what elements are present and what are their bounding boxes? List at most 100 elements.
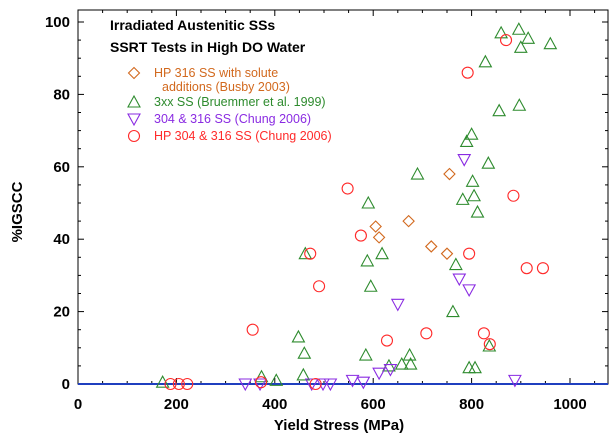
data-point-triangle-down bbox=[356, 376, 371, 390]
data-point-triangle-up bbox=[481, 156, 496, 169]
data-point-triangle-down bbox=[345, 374, 360, 388]
data-point-circle bbox=[313, 280, 326, 293]
data-point-triangle-up bbox=[470, 204, 485, 218]
data-point-triangle-down bbox=[507, 374, 522, 388]
x-tick-label: 200 bbox=[164, 396, 189, 413]
legend-marker-diamond bbox=[127, 66, 141, 80]
data-point-triangle-up bbox=[358, 347, 373, 361]
data-point-triangle-down bbox=[323, 378, 338, 392]
data-point-triangle-up bbox=[482, 338, 497, 352]
data-point-triangle-up bbox=[394, 356, 409, 370]
y-tick-label: 80 bbox=[53, 86, 70, 103]
data-point-triangle-up bbox=[361, 195, 376, 209]
data-point-triangle-up bbox=[464, 127, 479, 140]
data-point-circle bbox=[309, 377, 322, 391]
data-point-circle bbox=[520, 262, 533, 275]
data-point-circle bbox=[172, 377, 185, 391]
data-point-triangle-down bbox=[238, 378, 253, 392]
x-axis-title: Yield Stress (MPa) bbox=[274, 417, 404, 434]
y-tick-label: 0 bbox=[62, 376, 70, 393]
data-point-circle bbox=[254, 376, 268, 389]
data-point-triangle-down bbox=[462, 284, 477, 298]
y-axis-title: %IGSCC bbox=[9, 181, 26, 242]
data-point-triangle-up bbox=[448, 257, 463, 271]
data-point-triangle-up bbox=[468, 360, 482, 374]
data-point-triangle-up bbox=[269, 373, 284, 386]
data-point-triangle-down bbox=[390, 298, 405, 312]
data-point-triangle-up bbox=[363, 279, 378, 292]
legend-marker-triangle-up bbox=[127, 94, 141, 108]
data-point-triangle-up bbox=[445, 304, 460, 318]
data-point-circle bbox=[380, 334, 394, 347]
data-point-triangle-up bbox=[296, 367, 311, 381]
data-point-triangle-up bbox=[478, 54, 493, 68]
data-point-triangle-up bbox=[297, 346, 312, 359]
data-point-circle bbox=[420, 327, 433, 340]
data-point-circle bbox=[354, 229, 367, 242]
data-point-triangle-down bbox=[253, 378, 267, 392]
y-tick-label: 100 bbox=[45, 14, 70, 31]
legend-entry: 304 & 316 SS (Chung 2006) bbox=[127, 112, 311, 127]
data-point-triangle-up bbox=[382, 358, 396, 372]
data-points bbox=[155, 22, 558, 392]
x-tick-label: 400 bbox=[262, 396, 287, 413]
plot-area bbox=[77, 9, 609, 385]
tick-labels: 0 200 400 600 800 1000 0 20 40 60 80 100 bbox=[45, 14, 587, 413]
legend-label: 304 & 316 SS (Chung 2006) bbox=[154, 112, 311, 126]
legend-marker-circle bbox=[127, 129, 141, 143]
x-tick-label: 1000 bbox=[553, 396, 586, 413]
series-0 bbox=[369, 167, 456, 260]
data-point-triangle-down bbox=[457, 154, 472, 167]
data-point-diamond bbox=[440, 247, 454, 260]
data-point-triangle-down bbox=[372, 367, 387, 381]
data-point-triangle-down bbox=[452, 273, 467, 287]
data-point-circle bbox=[461, 66, 474, 79]
data-point-triangle-up bbox=[543, 36, 558, 50]
data-point-triangle-down bbox=[304, 378, 319, 392]
legend-label: HP 304 & 316 SS (Chung 2006) bbox=[154, 129, 332, 143]
x-tick-label: 0 bbox=[74, 396, 82, 413]
y-tick-label: 60 bbox=[53, 159, 70, 176]
data-point-circle bbox=[304, 247, 317, 260]
data-point-circle bbox=[246, 323, 259, 336]
data-point-triangle-down bbox=[383, 363, 398, 377]
data-point-circle bbox=[181, 377, 194, 391]
data-point-triangle-up bbox=[492, 103, 507, 117]
data-point-triangle-up bbox=[521, 31, 536, 44]
data-point-triangle-down bbox=[316, 378, 330, 392]
legend-label: additions (Busby 2003) bbox=[162, 80, 290, 94]
data-point-triangle-up bbox=[512, 98, 527, 111]
data-point-triangle-up bbox=[455, 192, 470, 205]
data-point-triangle-up bbox=[459, 134, 474, 148]
y-tick-label: 20 bbox=[53, 304, 70, 321]
data-point-triangle-up bbox=[410, 166, 425, 180]
data-point-circle bbox=[499, 34, 513, 47]
series-3 bbox=[164, 34, 549, 391]
data-point-diamond bbox=[369, 220, 382, 233]
chart-title-line-1: Irradiated Austenitic SSs bbox=[110, 17, 275, 33]
data-point-triangle-up bbox=[254, 369, 269, 383]
data-point-triangle-up bbox=[360, 253, 375, 267]
data-point-circle bbox=[463, 247, 476, 260]
data-point-diamond bbox=[443, 167, 456, 181]
data-point-triangle-up bbox=[513, 40, 528, 53]
data-point-triangle-up bbox=[375, 246, 389, 260]
data-point-triangle-up bbox=[291, 329, 306, 343]
data-point-circle bbox=[477, 327, 490, 340]
y-tick-label: 40 bbox=[53, 231, 70, 248]
legend-label: 3xx SS (Bruemmer et al. 1999) bbox=[154, 95, 326, 109]
data-point-circle bbox=[164, 377, 177, 391]
legend-label: HP 316 SS with solute bbox=[154, 66, 278, 80]
data-point-triangle-up bbox=[511, 22, 526, 35]
data-point-circle bbox=[483, 338, 496, 351]
legend-marker-triangle-down bbox=[127, 113, 141, 127]
data-point-triangle-up bbox=[298, 246, 313, 260]
data-point-diamond bbox=[424, 240, 438, 253]
legend-entry: 3xx SS (Bruemmer et al. 1999) bbox=[127, 94, 326, 109]
series-1 bbox=[155, 22, 558, 388]
series-2 bbox=[238, 154, 522, 392]
data-point-diamond bbox=[402, 214, 415, 228]
